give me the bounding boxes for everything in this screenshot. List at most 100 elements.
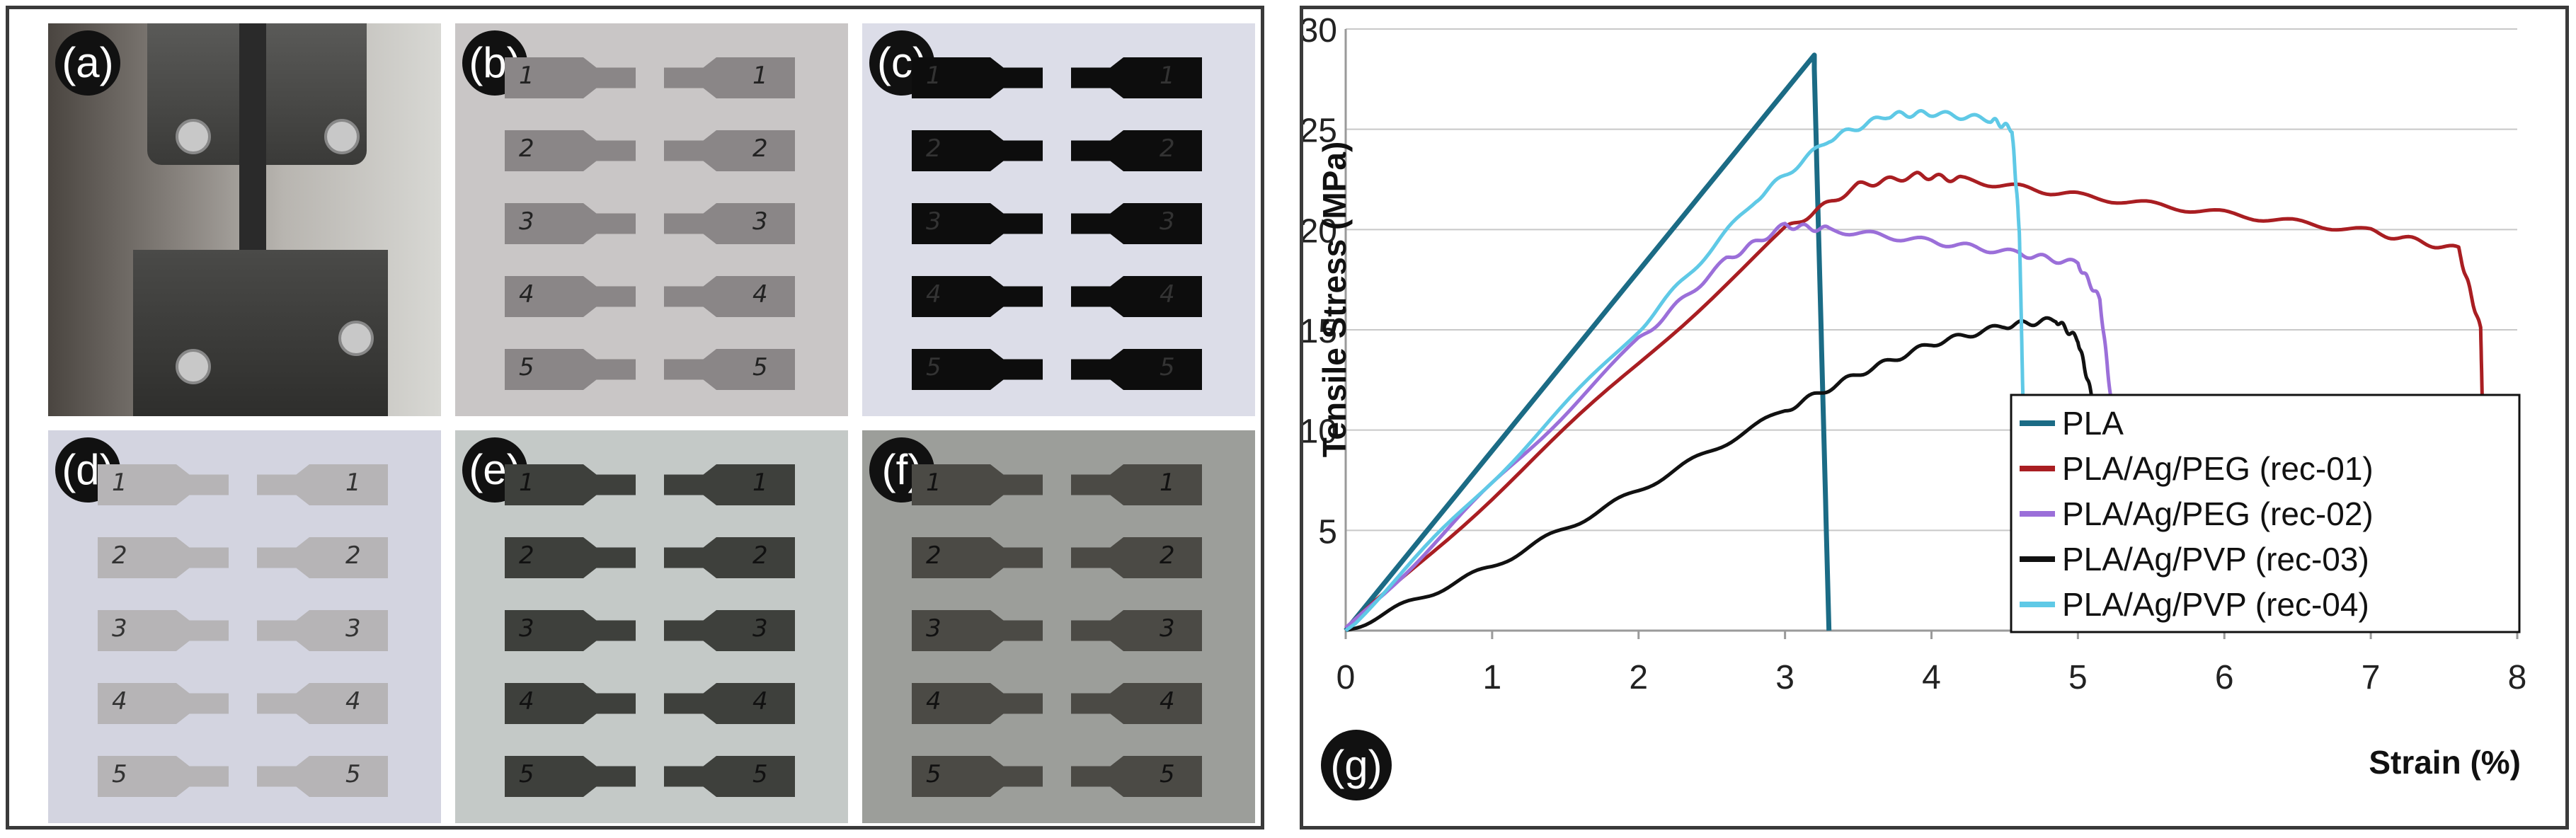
specimen-number: 2 (752, 541, 768, 570)
specimen-number: 2 (112, 541, 127, 570)
specimen-number: 5 (1160, 760, 1175, 788)
specimen-number: 1 (345, 469, 361, 497)
specimen-number: 4 (752, 687, 768, 716)
specimen-number: 4 (519, 280, 534, 309)
specimen-number: 1 (752, 469, 768, 497)
legend-box (2010, 394, 2521, 633)
specimen-number: 2 (345, 541, 361, 570)
chart-panel-frame: 5 10 15 20 25 30 0 1 2 3 4 5 6 7 8 PLA PLA/Ag/PEG (rec-… (1300, 6, 2569, 830)
specimen-right-half (257, 683, 388, 724)
specimen-number: 4 (112, 687, 127, 716)
y-axis-label: Tensile Stress (MPa) (1316, 142, 1353, 458)
specimen-number: 5 (1160, 353, 1175, 381)
x-tick-label: 0 (1336, 659, 1356, 696)
specimen-number: 2 (519, 541, 534, 570)
specimen-number: 1 (519, 469, 534, 497)
specimen-number: 1 (1160, 469, 1175, 497)
specimen-number: 3 (926, 614, 941, 643)
specimen-right-half (1071, 683, 1202, 724)
series-line-0 (1344, 52, 1832, 633)
specimen-right-half (1071, 130, 1202, 171)
legend-entry: PLA/Ag/PVP (rec-04) (2062, 586, 2369, 623)
specimen-number: 3 (1160, 614, 1175, 643)
y-tick-label: 10 (1303, 413, 1337, 451)
specimen-right-half (1071, 57, 1202, 98)
x-tick-label: 7 (2362, 659, 2381, 696)
specimen-right-half (664, 203, 795, 244)
x-tick-label: 5 (2068, 659, 2088, 696)
specimen-number: 3 (752, 614, 768, 643)
specimen-right-half (664, 276, 795, 317)
tensile-stress-strain-chart: 5 10 15 20 25 30 0 1 2 3 4 5 6 7 8 PLA PLA/Ag/PEG (rec-… (1303, 12, 2527, 800)
specimen-number: 2 (752, 134, 768, 163)
legend-entry: PLA/Ag/PEG (rec-01) (2062, 450, 2374, 487)
specimen-right-half (664, 537, 795, 578)
specimen-number: 1 (752, 62, 768, 90)
specimen-number: 3 (345, 614, 361, 643)
specimen-number: 5 (752, 760, 768, 788)
specimen-number: 2 (926, 541, 941, 570)
series-line-4 (1344, 109, 2109, 633)
x-tick-label: 2 (1629, 659, 1648, 696)
specimen-number: 4 (1160, 280, 1175, 309)
specimen-number: 2 (519, 134, 534, 163)
specimen-number: 4 (519, 687, 534, 716)
specimen-number: 1 (519, 62, 534, 90)
specimen-right-half (1071, 537, 1202, 578)
specimen-right-half (664, 464, 795, 505)
specimen-right-half (257, 610, 388, 651)
specimen-right-half (664, 57, 795, 98)
legend-entry: PLA (2062, 405, 2124, 442)
specimen-right-half (1071, 349, 1202, 390)
specimen-number: 2 (1160, 541, 1175, 570)
x-tick-label: 1 (1483, 659, 1502, 696)
specimen-right-half (1071, 464, 1202, 505)
series-line-3 (1345, 316, 2110, 632)
specimen-right-half (257, 464, 388, 505)
panel-g-badge (1321, 730, 1392, 800)
specimen-number: 1 (926, 62, 941, 90)
specimen-number: 4 (345, 687, 361, 716)
specimen-right-half (664, 756, 795, 797)
panel-a-label: (a) (55, 30, 120, 96)
specimen-number: 5 (519, 760, 534, 788)
specimen-number: 3 (519, 614, 534, 643)
specimen-number: 3 (752, 207, 768, 236)
specimen-number: 1 (1160, 62, 1175, 90)
specimen-number: 3 (112, 614, 127, 643)
y-tick-label: 5 (1318, 513, 1337, 551)
specimen-number: 5 (752, 353, 768, 381)
panel-g-label: (g) (1330, 742, 1382, 789)
specimen-number: 4 (926, 687, 941, 716)
x-tick-label: 6 (2215, 659, 2234, 696)
specimen-right-half (257, 756, 388, 797)
specimen-right-half (1071, 276, 1202, 317)
specimen-number: 3 (1160, 207, 1175, 236)
specimen-number: 4 (1160, 687, 1175, 716)
specimen-right-half (1071, 203, 1202, 244)
specimen-number: 5 (345, 760, 361, 788)
specimen-number: 5 (926, 353, 941, 381)
specimen-number: 2 (1160, 134, 1175, 163)
y-tick-label: 25 (1303, 113, 1337, 150)
x-axis-label: Strain (%) (2369, 744, 2521, 781)
specimen-right-half (1071, 610, 1202, 651)
y-tick-label: 30 (1303, 12, 1337, 50)
x-tick-label: 8 (2508, 659, 2527, 696)
y-tick-label: 20 (1303, 212, 1337, 250)
specimen-number: 4 (926, 280, 941, 309)
specimen-right-half (1071, 756, 1202, 797)
panel-a-photo: (a) (48, 23, 441, 416)
specimen-number: 1 (926, 469, 941, 497)
specimen-right-half (257, 537, 388, 578)
specimen-number: 4 (752, 280, 768, 309)
specimen-right-half (664, 683, 795, 724)
specimen-right-half (664, 349, 795, 390)
legend-entry: PLA/Ag/PEG (rec-02) (2062, 495, 2374, 532)
specimen-number: 5 (112, 760, 127, 788)
x-tick-label: 3 (1775, 659, 1794, 696)
